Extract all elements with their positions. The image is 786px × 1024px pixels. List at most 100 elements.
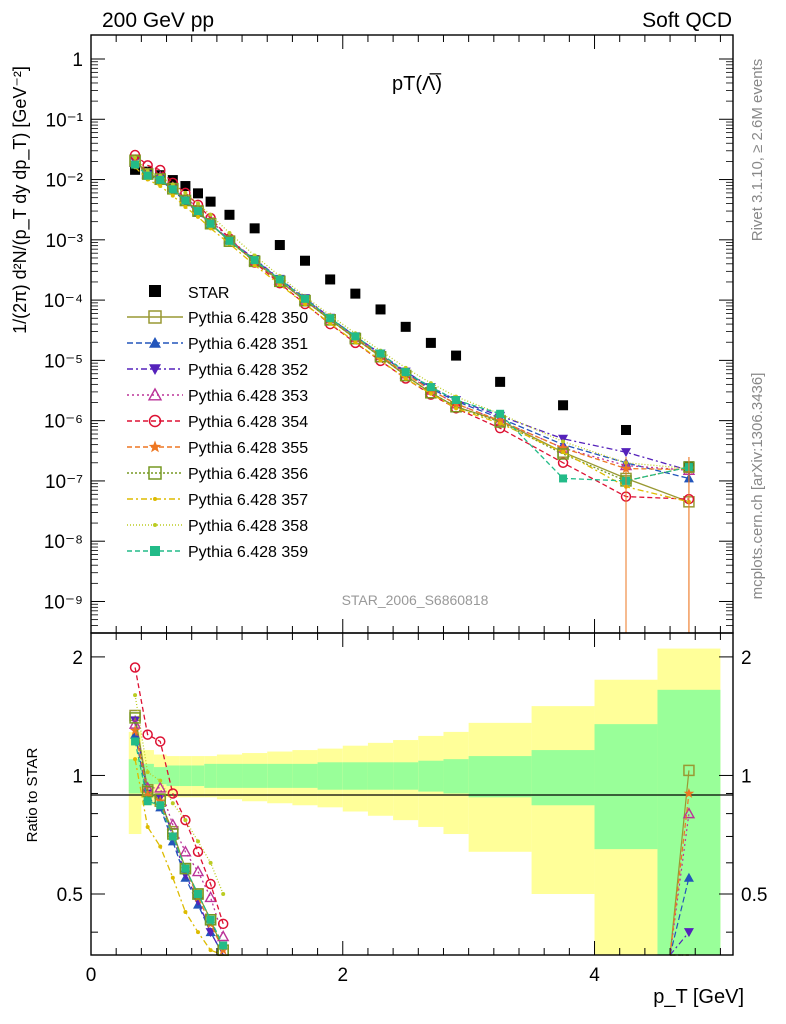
legend-label: Pythia 6.428 358 (188, 518, 308, 535)
data-point (557, 442, 569, 453)
data-point (170, 801, 175, 806)
side-label-rivet: Rivet 3.1.10, ≥ 2.6M events (749, 59, 766, 242)
ratio-y-tick-label-right: 2 (741, 648, 752, 669)
data-point (403, 376, 408, 381)
y-tick-label: 10⁻⁸ (44, 532, 83, 553)
data-point (558, 434, 569, 444)
star-data-point (495, 376, 506, 387)
reference-markers (130, 164, 694, 472)
data-point (156, 801, 165, 810)
data-point (208, 860, 213, 865)
data-point (683, 872, 694, 882)
legend-label: Pythia 6.428 352 (188, 362, 308, 379)
data-point (454, 406, 459, 411)
ratio-tail (669, 793, 690, 956)
star-data-point (425, 337, 436, 348)
analysis-label: STAR_2006_S6860818 (342, 592, 489, 608)
data-point (196, 201, 200, 206)
data-point (208, 212, 213, 217)
data-point (153, 497, 157, 501)
ratio-band-green (292, 763, 318, 788)
legend-label: Pythia 6.428 355 (188, 440, 308, 457)
data-point (183, 190, 188, 195)
data-point (428, 391, 433, 396)
ratio-band-green (128, 759, 142, 794)
ratio-line (134, 723, 224, 937)
y-axis-label: 1/(2π) d²N/(p_T dy dp_T) [GeV⁻²] (10, 66, 31, 334)
data-point (133, 757, 138, 762)
data-point (275, 275, 284, 284)
data-point (141, 785, 154, 798)
legend-label: Pythia 6.428 351 (188, 336, 308, 353)
legend-label: STAR (188, 285, 229, 302)
data-point (559, 474, 568, 483)
ratio-band-green (216, 763, 243, 788)
legend-label: Pythia 6.428 353 (188, 388, 308, 405)
y-tick-label: 10⁻¹ (46, 110, 84, 131)
data-point (158, 778, 163, 783)
data-point (196, 839, 200, 844)
data-point (168, 832, 177, 841)
ratio-series-group (131, 737, 689, 956)
data-point (208, 948, 213, 953)
data-point (303, 302, 307, 307)
ratio-y-tick-label: 2 (72, 648, 83, 669)
ratio-plot-frame (90, 632, 734, 956)
data-point (154, 781, 167, 793)
data-point (328, 321, 333, 326)
data-point (378, 358, 383, 363)
data-point (192, 888, 204, 900)
main-y-ticks: 1 10⁻¹ 10⁻² 10⁻³ 10⁻⁴ 10⁻⁵ 10⁻⁶ 10⁻⁷ 10⁻⁸ 10⁻⁹ (44, 50, 733, 626)
data-point (221, 891, 226, 896)
legend: STAR Pythia 6.428 350 Pythia 6.428 351 Pyth… (127, 285, 308, 561)
ratio-band-green (531, 750, 595, 806)
data-point (277, 282, 282, 287)
ratio-tail (669, 931, 690, 956)
star-data-point (180, 181, 191, 192)
data-point (376, 349, 385, 358)
y-tick-label: 10⁻² (46, 171, 84, 192)
data-point (148, 310, 162, 324)
data-point (156, 175, 165, 184)
x-tick-label: 2 (337, 965, 348, 986)
data-point (621, 448, 631, 458)
star-data-point (205, 196, 216, 207)
y-tick-label: 10⁻⁴ (44, 291, 83, 312)
data-point (170, 875, 175, 880)
data-point (149, 364, 161, 375)
data-point (682, 807, 696, 819)
star-data-point (167, 175, 178, 186)
star-data-point (350, 288, 361, 299)
data-point (301, 294, 309, 303)
data-point (133, 155, 138, 160)
y-tick-label: 1 (72, 50, 83, 71)
star-data-point (375, 304, 386, 315)
data-point (158, 844, 163, 849)
ratio-band-green (342, 762, 368, 790)
data-point (129, 725, 141, 735)
star-data-point (274, 240, 285, 251)
ratio-y-tick-label: 1 (72, 766, 83, 787)
ratio-band-green (317, 762, 343, 790)
data-point (204, 914, 217, 926)
star-data-point (400, 321, 411, 332)
star-data-point (300, 255, 310, 266)
data-point (326, 314, 335, 323)
data-point (192, 846, 204, 858)
data-point (252, 263, 257, 268)
y-tick-label: 10⁻⁶ (44, 412, 83, 433)
data-point (351, 332, 360, 341)
data-point (250, 256, 259, 265)
data-point (557, 448, 569, 460)
data-point (353, 340, 358, 345)
x-tick-label: 4 (589, 965, 600, 986)
x-axis-label: p_T [GeV] (653, 986, 744, 1008)
data-point (147, 387, 163, 401)
data-point (148, 440, 162, 453)
star-data-point (621, 424, 631, 435)
main-x-ticks (90, 35, 721, 633)
main-plot: 1 10⁻¹ 10⁻² 10⁻³ 10⁻⁴ 10⁻⁵ 10⁻⁶ 10⁻⁷ 10⁻⁸ 10⁻⁹ pT… (10, 34, 734, 634)
data-point (155, 795, 166, 806)
series-group (131, 160, 693, 485)
data-point (194, 889, 202, 898)
